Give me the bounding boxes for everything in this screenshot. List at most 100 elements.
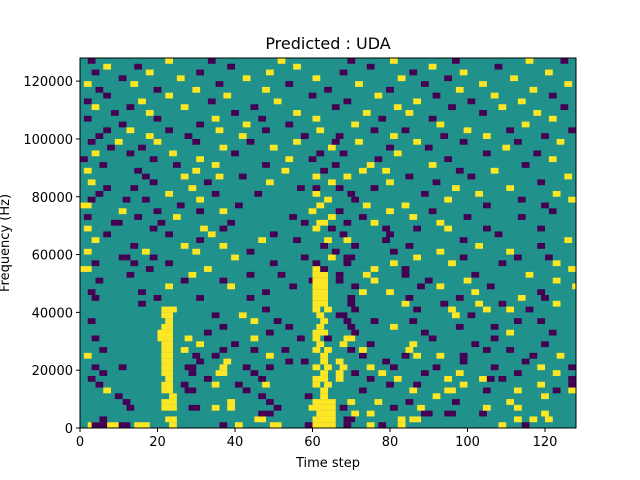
heatmap-cell [545, 69, 553, 76]
heatmap-cell [192, 248, 201, 255]
heatmap-cell [219, 277, 228, 284]
heatmap-cell [157, 329, 173, 336]
heatmap-cell [378, 115, 387, 122]
heatmap-cell [548, 92, 557, 99]
heatmap-cell [362, 110, 371, 116]
heatmap-cell [258, 375, 266, 382]
heatmap-cell [401, 202, 410, 209]
heatmap-cell [161, 381, 174, 388]
heatmap-cell [95, 381, 104, 388]
heatmap-cell [165, 318, 173, 324]
heatmap-cell [386, 144, 394, 151]
heatmap-cell [393, 375, 402, 382]
heatmap-cell [463, 127, 472, 134]
heatmap-cell [366, 410, 375, 417]
heatmap-cell [545, 416, 553, 423]
heatmap-cell [266, 399, 274, 405]
heatmap-cell [238, 173, 247, 180]
heatmap-cell [161, 312, 174, 319]
heatmap-cell [99, 347, 108, 353]
heatmap-cell [91, 364, 100, 371]
heatmap-cell [316, 150, 325, 157]
heatmap-cell [428, 335, 437, 342]
heatmap-cell [494, 231, 503, 238]
x-tick-label: 40 [227, 435, 244, 450]
heatmap-cell [219, 323, 228, 330]
heatmap-cell [254, 190, 263, 197]
heatmap-cell [459, 254, 468, 261]
heatmap-cell [312, 289, 328, 296]
heatmap-cell [273, 98, 282, 105]
heatmap-cell [99, 162, 108, 168]
heatmap-cell [409, 214, 418, 220]
heatmap-cell [444, 156, 452, 163]
heatmap-cell [471, 289, 480, 296]
heatmap-cell [196, 69, 204, 76]
heatmap-cell [328, 225, 336, 232]
heatmap-cells [80, 58, 577, 428]
heatmap-cell [316, 323, 325, 330]
heatmap-cell [246, 295, 255, 301]
heatmap-cell [409, 341, 418, 348]
heatmap-cell [161, 404, 177, 411]
heatmap-cell [266, 410, 274, 417]
heatmap-cell [165, 283, 173, 290]
heatmap-cell [351, 243, 359, 249]
heatmap-cell [242, 75, 251, 82]
heatmap-cell [401, 300, 410, 307]
heatmap-cell [300, 254, 309, 261]
heatmap-cell [269, 422, 282, 428]
heatmap-cell [390, 133, 398, 139]
heatmap-cell [192, 167, 201, 174]
heatmap-cell [316, 202, 325, 209]
heatmap-cell [149, 179, 158, 186]
heatmap-cell [312, 335, 321, 342]
heatmap-cell [351, 370, 359, 376]
heatmap-cell [250, 104, 259, 111]
heatmap-cell [250, 347, 259, 353]
heatmap-cell [568, 266, 576, 272]
heatmap-cell [397, 422, 406, 428]
heatmap-cell [343, 318, 352, 324]
heatmap-cell [459, 352, 468, 359]
heatmap-cell [386, 231, 394, 238]
heatmap-cell [324, 381, 332, 388]
heatmap-cell [362, 202, 371, 209]
heatmap-cell [514, 138, 522, 145]
heatmap-cell [312, 185, 321, 191]
heatmap-cell [161, 341, 174, 348]
heatmap-cell [347, 323, 356, 330]
heatmap-cell [165, 190, 173, 197]
heatmap-cell [459, 138, 468, 145]
heatmap-cell [498, 300, 507, 307]
heatmap-cell [335, 133, 344, 139]
heatmap-cell [370, 266, 379, 272]
heatmap-cell [448, 104, 456, 111]
heatmap-cell [483, 202, 491, 209]
heatmap-cell [533, 150, 542, 157]
heatmap-cell [521, 358, 530, 365]
heatmap-cell [126, 271, 135, 278]
heatmap-cell [103, 92, 111, 99]
heatmap-cell [510, 75, 518, 82]
heatmap-cell [328, 254, 336, 261]
heatmap-cell [517, 98, 526, 105]
heatmap-cell [269, 231, 278, 238]
heatmap-cell [138, 98, 146, 105]
heatmap-cell [351, 121, 359, 128]
heatmap-cell [459, 237, 468, 243]
heatmap-cell [328, 144, 336, 151]
heatmap-cell [312, 115, 321, 122]
heatmap-cell [107, 144, 115, 151]
heatmap-cell [138, 144, 146, 151]
heatmap-cell [223, 358, 232, 365]
heatmap-cell [242, 387, 251, 394]
heatmap-cell [312, 277, 328, 284]
heatmap-cell [486, 375, 495, 382]
heatmap-cell [467, 173, 476, 180]
heatmap-cell [87, 58, 96, 64]
heatmap-cell [568, 196, 576, 203]
heatmap-cell [525, 271, 534, 278]
heatmap-cell [211, 115, 220, 122]
heatmap-cell [517, 196, 526, 203]
